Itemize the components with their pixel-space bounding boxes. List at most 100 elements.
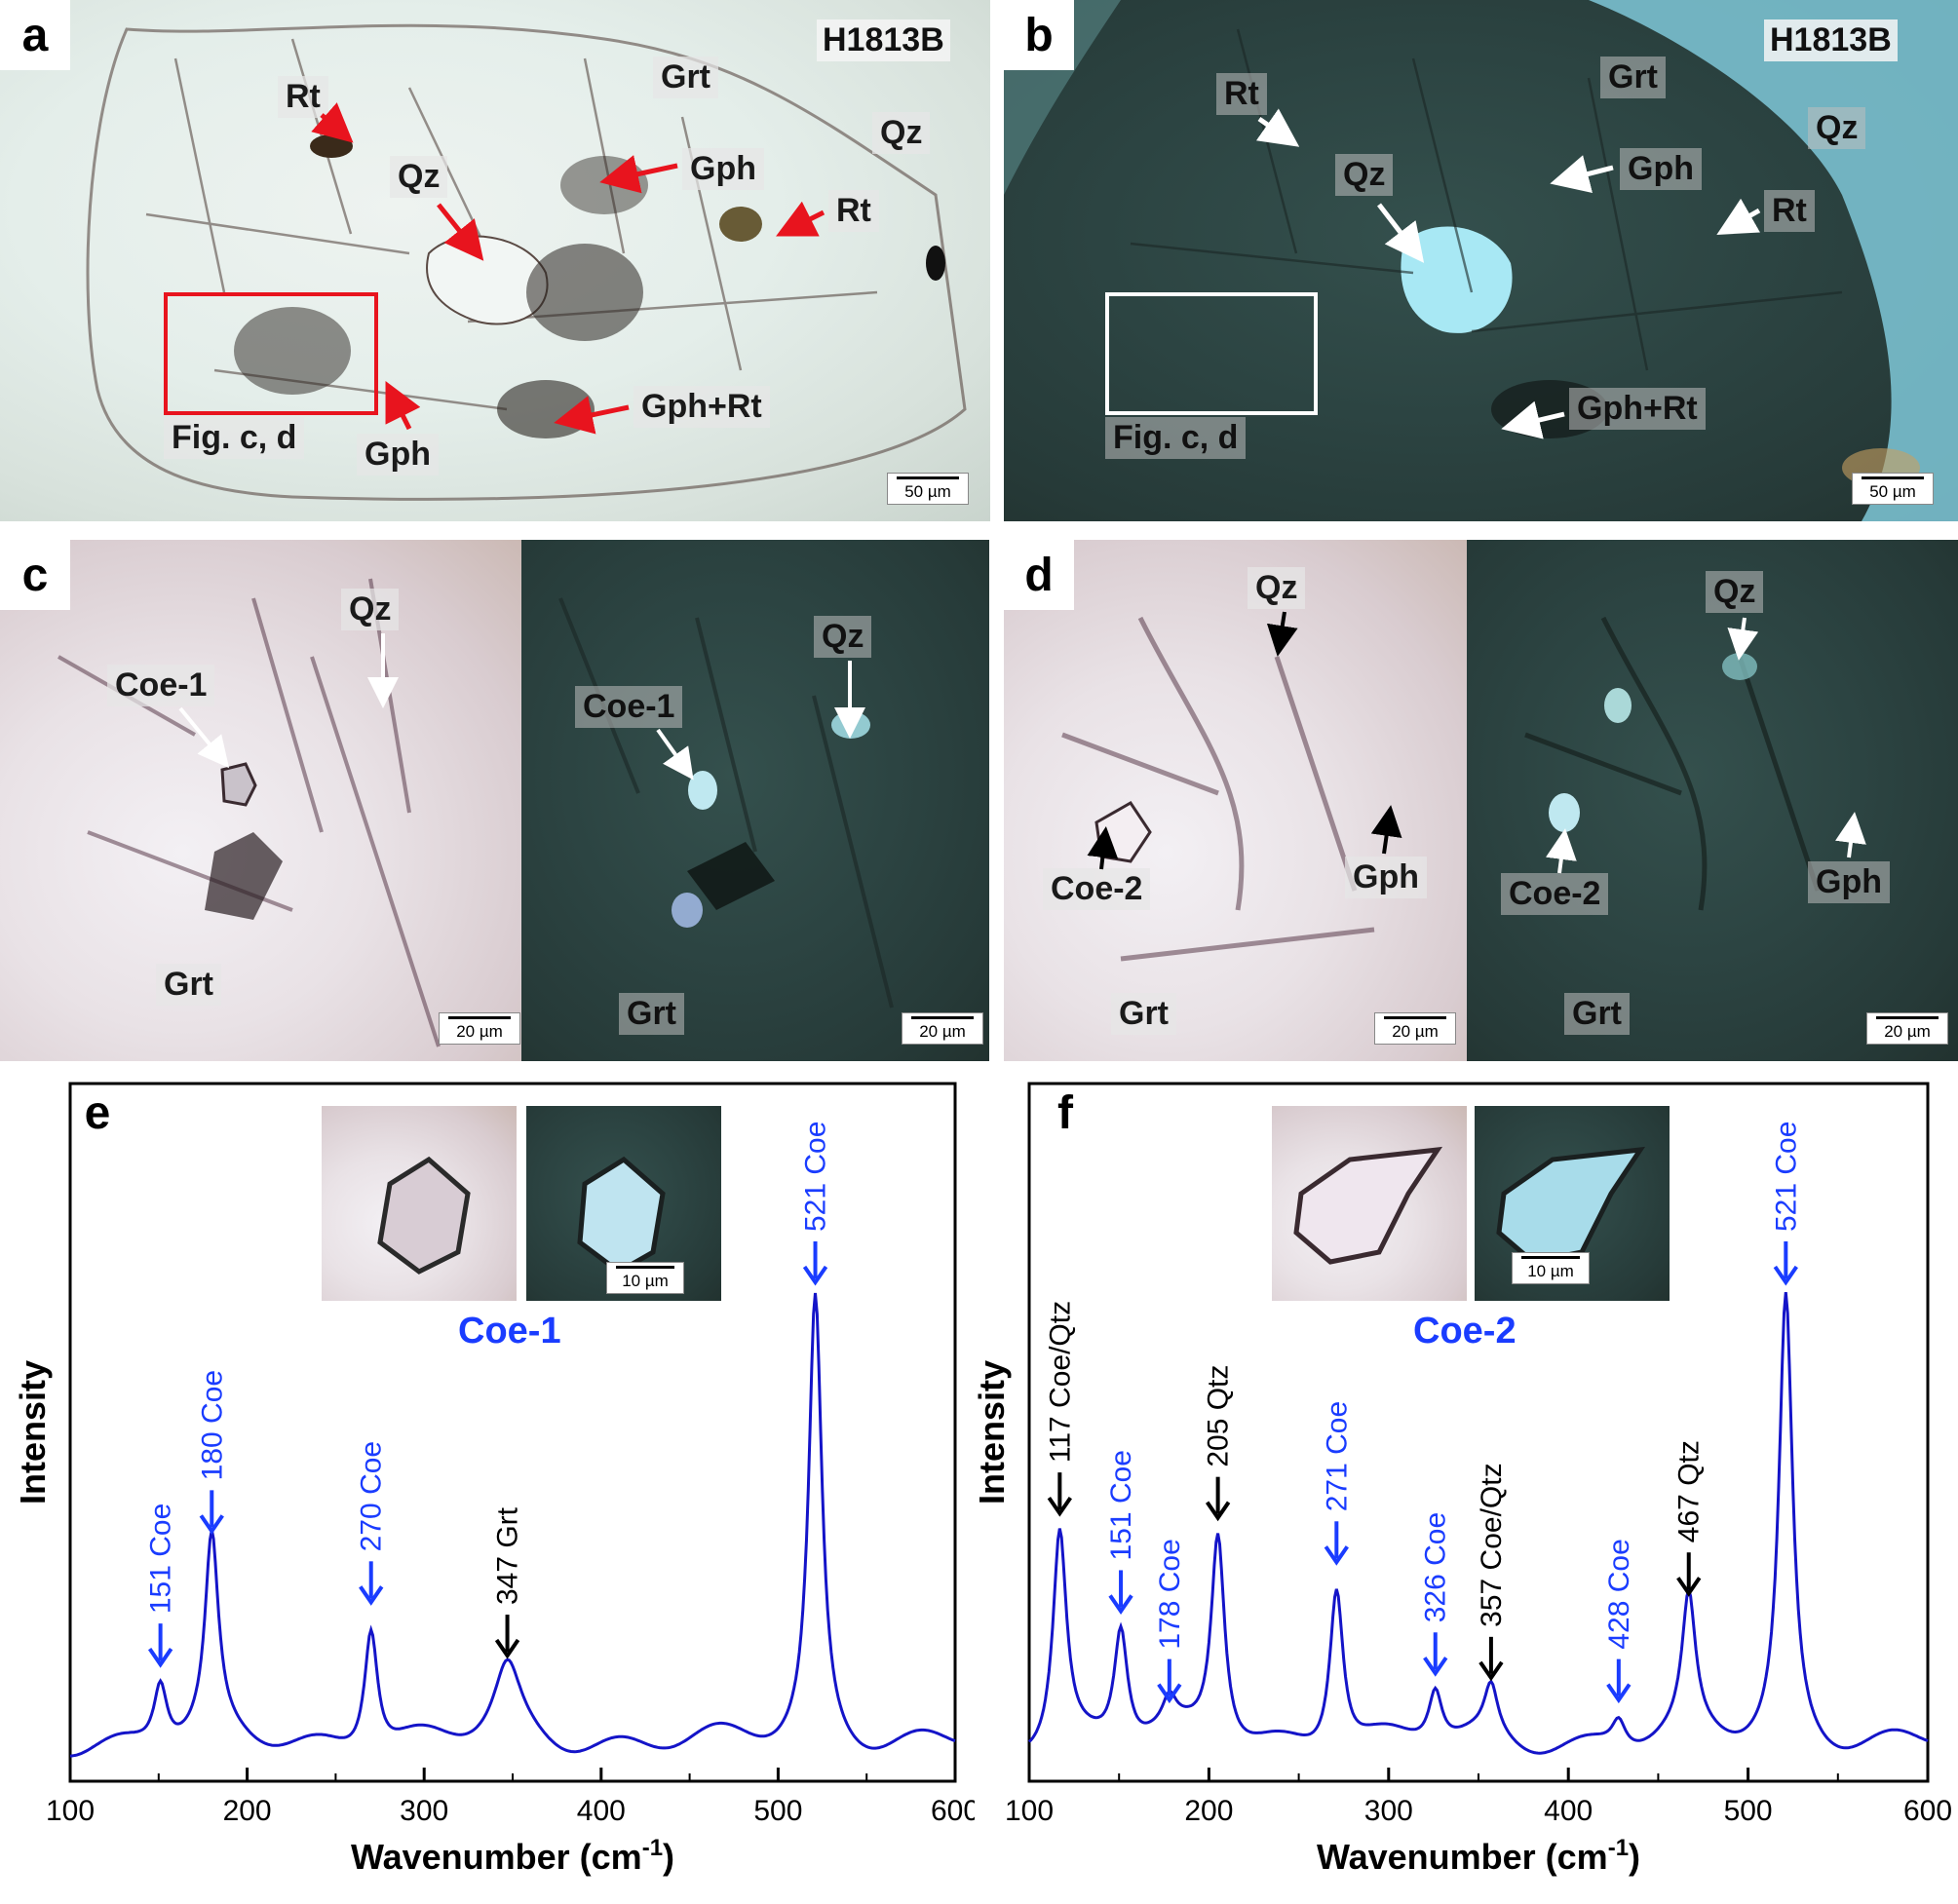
coe-1-xpl-grain [577,1156,666,1275]
x-tick-label: 300 [400,1795,448,1827]
quartz-label: Qz [1335,154,1394,197]
scale-bar-label: 50 µm [1869,482,1916,501]
panel-a-micrograph: a H1813B Rt Grt Qz Qz Gph Rt Fig. c, d G… [0,0,990,521]
panel-d-xpl-micrograph: Qz Coe-2 Gph Grt 20 µm [1467,540,1958,1061]
quartz-label: Qz [1706,571,1764,614]
rutile-label: Rt [1216,73,1267,116]
peak-label: 178 Coe [1154,1539,1186,1649]
rutile-label: Rt [1764,190,1815,233]
peak-label: 180 Coe [196,1370,228,1480]
scale-bar-label: 20 µm [1392,1022,1439,1041]
scale-bar: 20 µm [902,1012,983,1045]
quartz-label: Qz [341,589,400,631]
coe-2-xpl-inset: 10 µm [1475,1106,1670,1301]
quartz-label: Qz [814,616,872,659]
coe-2-ppl-inset [1272,1106,1467,1301]
scale-bar: 20 µm [1374,1012,1456,1045]
graphite-label: Gph [1808,861,1890,904]
sample-id: H1813B [817,19,950,61]
coesite-label: Coe-2 [1043,868,1151,911]
peak-label: 326 Coe [1420,1512,1452,1622]
peak-arrow-head [1478,1660,1504,1682]
graphite-label: Gph [1620,148,1702,191]
scale-bar-label: 20 µm [919,1022,966,1041]
panel-c-ppl-micrograph: c Qz Coe-1 Grt 20 µm [0,540,521,1061]
x-tick-label: 400 [577,1795,626,1827]
garnet-label: Grt [1564,993,1630,1036]
panel-f-chart: 100 200 300 400 500 600 Wavenumber (cm-1) Inten… [972,1072,1958,1899]
x-tick-label: 400 [1544,1795,1593,1827]
coesite-label: Coe-1 [107,665,215,707]
quartz-label: Qz [1808,107,1866,150]
panel-a-letter: a [0,0,70,70]
peak-arrow-head [802,1265,828,1286]
graphite-label: Gph [682,148,764,191]
panel-d-ppl-arrows [1087,611,1402,870]
panel-d-letter: d [1004,540,1074,610]
graphite-label: Gph [1345,857,1427,899]
panel-a-arrows [311,102,825,435]
coe-1-inset-title: Coe-1 [458,1311,561,1352]
x-axis-label: Wavenumber (cm-1) [1317,1835,1640,1877]
peak-label: 205 Qtz [1203,1365,1235,1467]
coe-1-xpl-inset: 10 µm [526,1106,721,1301]
peak-arrow-head [1047,1496,1072,1517]
garnet-label: Grt [1111,993,1176,1036]
scale-bar: 10 µm [1512,1252,1590,1284]
peak-arrow-head [1205,1501,1231,1522]
panel-c-xpl-micrograph: Qz Coe-1 Grt 20 µm [521,540,989,1061]
panel-e-letter: e [84,1086,111,1139]
coesite-label: Coe-2 [1501,873,1609,916]
garnet-label: Grt [653,57,718,99]
peak-label: 467 Qtz [1673,1440,1706,1542]
peak-arrow-head [359,1585,384,1606]
spectrum-line [1027,1291,1929,1755]
graphite-rutile-label: Gph+Rt [633,386,770,429]
coe-2-xpl-grain [1496,1146,1646,1265]
raman-spectrum-coe-2: 100 200 300 400 500 600 Wavenumber (cm-1) Inten… [972,1082,1952,1877]
scale-bar-label: 20 µm [456,1022,503,1041]
x-tick-label: 200 [1184,1795,1233,1827]
peak-label: 347 Grt [492,1506,524,1605]
panel-c-xpl-arrows [656,661,865,781]
panel-d-ppl-micrograph: d Qz Coe-2 Gph Grt 20 µm [1004,540,1467,1061]
panel-b-micrograph: b H1813B Rt Grt Qz Qz Gph Rt Fig. c, d G… [1004,0,1958,521]
scale-bar-label: 10 µm [622,1272,669,1290]
peak-arrow-head [1773,1265,1798,1286]
scale-bar-label: 20 µm [1884,1022,1931,1041]
x-tick-label: 600 [931,1795,975,1827]
figure-cd-label: Fig. c, d [1105,417,1247,460]
panel-c-letter: c [0,540,70,610]
scale-bar: 50 µm [1852,473,1934,505]
x-tick-label: 600 [1903,1795,1952,1827]
scale-bar: 50 µm [887,473,969,505]
peak-arrow-head [1324,1545,1349,1566]
peak-arrow-head [494,1638,520,1659]
coesite-label: Coe-1 [575,686,683,729]
peak-label: 270 Coe [356,1441,388,1551]
panel-b-arrows [1255,108,1761,439]
quartz-label: Qz [872,112,931,155]
peak-arrow-head [1423,1656,1448,1677]
rutile-label: Rt [828,190,879,233]
peak-arrow-head [1108,1594,1133,1615]
garnet-label: Grt [156,964,221,1007]
peak-label: 271 Coe [1321,1401,1353,1511]
peak-arrow-head [1157,1683,1182,1704]
scale-bar-label: 50 µm [904,482,951,501]
panel-e-chart: 100 200 300 400 500 600 Wavenumber (cm-1) Inten… [0,1072,979,1899]
x-tick-label: 300 [1364,1795,1413,1827]
coe-2-inset-title: Coe-2 [1413,1311,1516,1352]
peak-label: 521 Coe [800,1122,832,1232]
peak-arrow-head [147,1648,173,1668]
x-tick-label: 500 [753,1795,802,1827]
peak-arrow-head [199,1514,224,1535]
sample-id: H1813B [1764,19,1898,61]
peak-arrow-head [1676,1577,1702,1597]
panel-d-xpl-arrows [1546,617,1866,874]
graphite-label: Gph [357,434,439,476]
raman-spectrum-coe-1: 100 200 300 400 500 600 Wavenumber (cm-1) Inten… [13,1082,979,1877]
peak-label: 151 Coe [145,1504,177,1614]
y-axis-label: Intensity [13,1360,53,1504]
garnet-label: Grt [619,993,684,1036]
